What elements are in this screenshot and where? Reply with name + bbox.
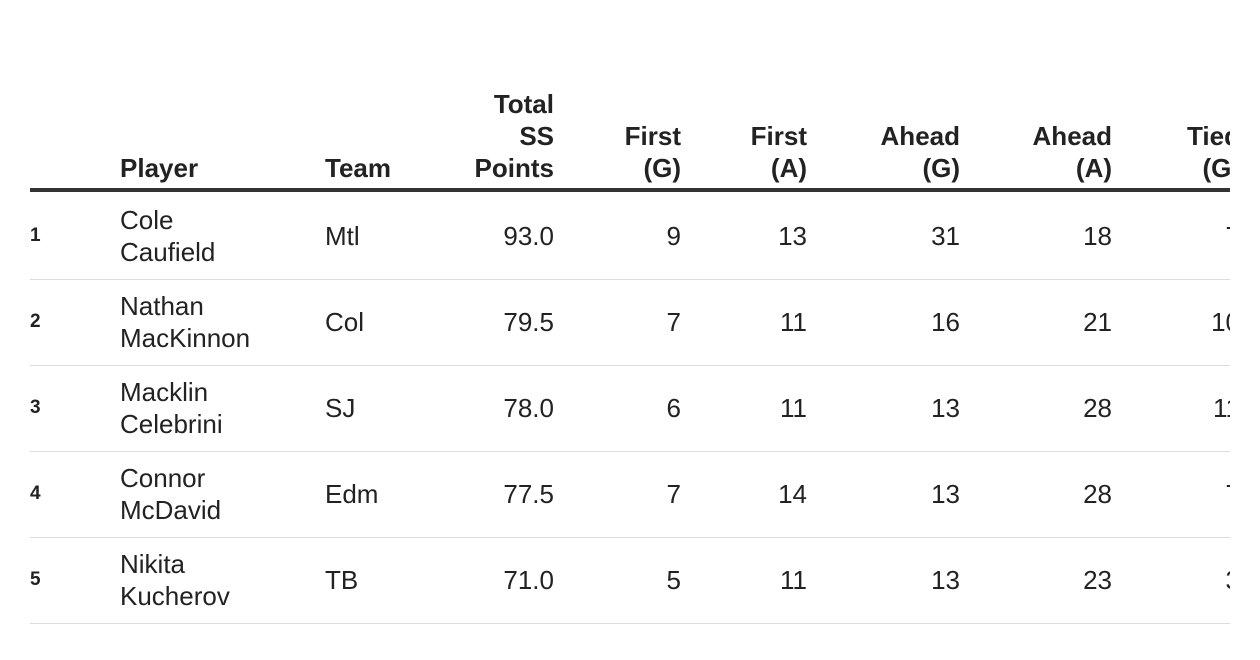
stat-value: 11 bbox=[780, 565, 807, 595]
stat-value: 9 bbox=[666, 221, 681, 251]
team: TB bbox=[325, 565, 359, 595]
column-header: Ahead (G) bbox=[880, 121, 960, 183]
team: SJ bbox=[325, 393, 356, 423]
row-separator bbox=[30, 365, 1230, 366]
stat-value: 71.0 bbox=[503, 565, 554, 595]
stat-value: 18 bbox=[1083, 221, 1112, 251]
stat-value: 78.0 bbox=[503, 393, 554, 423]
team: Col bbox=[325, 307, 365, 337]
player-name: Nathan MacKinnon bbox=[120, 291, 251, 353]
stat-value: 31 bbox=[931, 221, 960, 251]
rank: 4 bbox=[30, 483, 41, 504]
stat-value: 6 bbox=[666, 393, 681, 423]
stat-value: 7 bbox=[666, 307, 681, 337]
rank: 5 bbox=[30, 569, 41, 590]
stat-value: 3 bbox=[1226, 564, 1230, 596]
player-name: Nikita Kucherov bbox=[120, 549, 230, 611]
stat-value: 21 bbox=[1083, 307, 1112, 337]
player-name: Macklin Celebrini bbox=[120, 377, 223, 439]
column-header: Player bbox=[120, 153, 199, 183]
stat-value: 79.5 bbox=[503, 307, 554, 337]
stat-value: 93.0 bbox=[503, 221, 554, 251]
stat-value: 7 bbox=[666, 479, 681, 509]
stat-value: 7 bbox=[1226, 220, 1230, 252]
row-separator bbox=[30, 279, 1230, 280]
team: Mtl bbox=[325, 221, 360, 251]
row-separator bbox=[30, 537, 1230, 538]
player-name: Cole Caufield bbox=[120, 205, 216, 267]
stats-table: Player Team Total SS Points First (G) First … bbox=[30, 0, 1230, 660]
column-header: Team bbox=[325, 153, 391, 183]
column-header: First (G) bbox=[624, 121, 681, 183]
team: Edm bbox=[325, 479, 379, 509]
stat-value: 11 bbox=[780, 393, 807, 423]
header-rule bbox=[30, 188, 1230, 192]
stat-value: 7 bbox=[1226, 478, 1230, 510]
stat-value: 77.5 bbox=[503, 479, 554, 509]
stat-value: 5 bbox=[666, 565, 681, 595]
stat-value: 28 bbox=[1083, 393, 1112, 423]
player-name: Connor McDavid bbox=[120, 463, 222, 525]
stat-value: 10 bbox=[1211, 307, 1230, 337]
stat-value: 13 bbox=[931, 565, 960, 595]
stat-value: 13 bbox=[931, 479, 960, 509]
row-separator bbox=[30, 623, 1230, 624]
row-separator bbox=[30, 451, 1230, 452]
stat-value: 16 bbox=[931, 307, 960, 337]
column-header: Tied (G) bbox=[1187, 121, 1230, 183]
stat-value: 11 bbox=[780, 307, 807, 337]
stat-value: 11 bbox=[1213, 393, 1230, 423]
stat-value: 23 bbox=[1083, 565, 1112, 595]
column-header: First (A) bbox=[750, 121, 807, 183]
stat-value: 13 bbox=[778, 221, 807, 251]
column-header: Total SS Points bbox=[474, 89, 554, 183]
rank: 2 bbox=[30, 311, 41, 332]
rank: 1 bbox=[30, 225, 41, 246]
stat-value: 14 bbox=[778, 479, 807, 509]
stat-value: 28 bbox=[1083, 479, 1112, 509]
column-header: Ahead (A) bbox=[1032, 121, 1112, 183]
stat-value: 13 bbox=[931, 393, 960, 423]
rank: 3 bbox=[30, 397, 41, 418]
